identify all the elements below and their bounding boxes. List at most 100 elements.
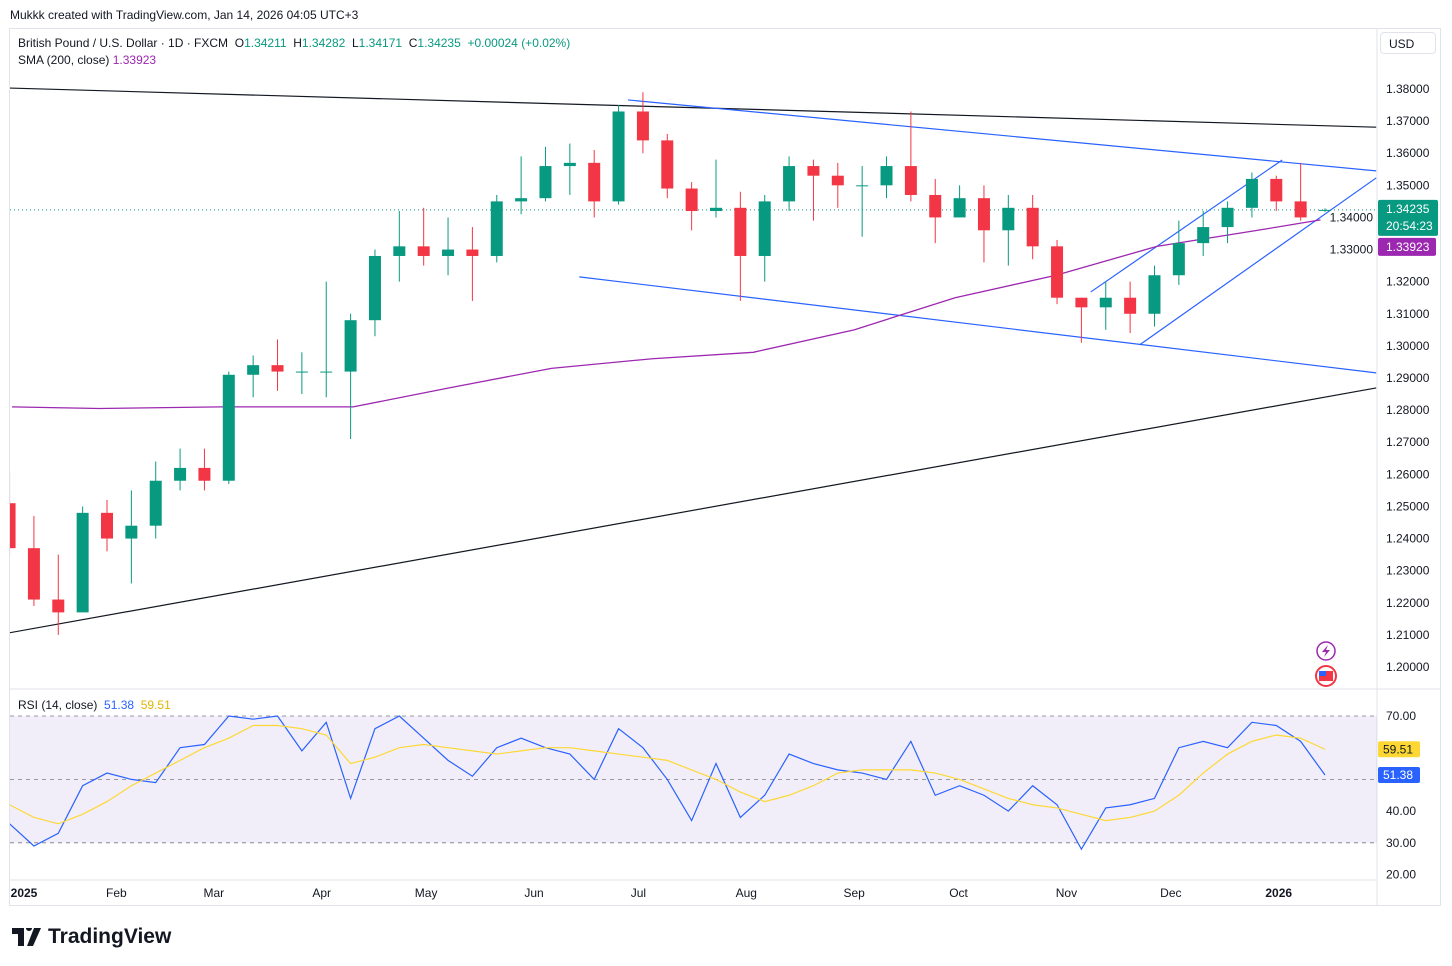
close-label: C [408,36,418,50]
time-tick-label: May [415,886,438,900]
change-value: +0.00024 (+0.02%) [467,36,571,50]
candle-body [52,599,65,613]
candle-body [368,255,381,321]
candle-body [1099,297,1112,308]
candle-body [710,207,722,212]
sma-label[interactable]: SMA (200, close) [18,53,110,67]
candle-body [977,198,990,231]
time-tick-label: Mar [204,886,225,900]
chart-credit: Mukkk created with TradingView.com, Jan … [10,8,359,22]
candle-body [904,166,917,195]
candle-body [27,548,40,600]
candle-body [320,371,333,373]
rsi-badge [1378,767,1420,784]
candle-body [831,175,844,186]
sma-value: 1.33923 [112,53,157,67]
rsi-badge-label: 51.38 [1383,768,1413,782]
price-tick-label: 1.27000 [1386,435,1430,449]
tradingview-logo[interactable]: TradingView [12,925,171,949]
currency-selector[interactable]: USD [1380,32,1436,54]
candle-body [1270,178,1283,202]
time-tick-label: Aug [736,886,757,900]
candle-body [442,249,455,256]
candle-body [393,246,406,256]
rising-channel-lower [1139,177,1377,346]
candle-body [1294,201,1307,218]
candle-body [685,188,698,212]
open-label: O [234,36,245,50]
price-tick-label: 1.36000 [1386,146,1430,160]
price-tick-label: 1.24000 [1386,532,1430,546]
candle-body [466,249,479,256]
low-value: 1.34171 [358,36,403,50]
rsi-ma-line [10,724,1326,825]
candle-body [1197,227,1210,244]
symbol-legend: British Pound / U.S. Dollar · 1D · FXCM … [18,35,570,69]
candle-body [661,140,674,189]
candle-body [10,503,16,549]
upper-trendline [10,87,1377,128]
symbol-name[interactable]: British Pound / U.S. Dollar · 1D · FXCM [18,36,229,50]
candle-body [953,198,966,218]
time-tick-label: 2026 [1265,886,1292,900]
tradingview-logo-icon [12,928,41,946]
candle-body [1245,178,1258,208]
price-tick-label: 1.35000 [1386,178,1430,192]
high-value: 1.34282 [301,36,346,50]
candle-body [149,480,162,526]
candle-body [417,246,430,256]
rsi-pane [10,715,1326,851]
candle-body [1002,207,1015,231]
time-tick-label: Jul [631,886,646,900]
time-tick-label: Sep [843,886,865,900]
price-tick-label: 1.37000 [1386,114,1430,128]
candle-body [880,166,893,186]
rsi-tick-label: 70.00 [1386,709,1416,723]
rsi-ma-value: 59.51 [140,698,171,712]
chart-frame [9,28,1441,906]
candle-body [1124,297,1137,314]
lightning-glyph [1322,645,1330,657]
lower-trendline [10,387,1377,634]
candle-body [1026,207,1039,247]
price-tick-label: 1.25000 [1386,499,1430,513]
rsi-tick-label: 40.00 [1386,804,1416,818]
candle-body [734,207,747,256]
price-tick-label: 1.20000 [1386,660,1430,674]
candle-body [758,201,771,256]
bar-countdown-label: 20:54:23 [1386,219,1433,233]
close-value: 1.34235 [417,36,461,50]
candle-body [271,365,284,372]
rsi-tick-label: 20.00 [1386,868,1416,882]
price-tick-label: 1.22000 [1386,596,1430,610]
time-tick-label: 2025 [11,886,38,900]
high-label: H [293,36,302,50]
price-tick-label: 1.33000 [1330,243,1374,257]
time-tick-label: Apr [312,886,331,900]
candle-body [929,194,942,218]
candle-body [1051,246,1064,298]
candle-body [636,111,649,141]
price-tick-label: 1.21000 [1386,628,1430,642]
sma-price-badge [1378,237,1436,256]
candle-body [344,320,357,372]
price-tick-label: 1.26000 [1386,467,1430,481]
price-tick-label: 1.28000 [1386,403,1430,417]
candle-body [101,512,113,539]
time-tick-label: Oct [949,886,968,900]
candle-body [807,166,820,176]
time-tick-label: Feb [106,886,127,900]
candle-body [1075,297,1088,308]
last-price-badge [1378,199,1438,236]
price-tick-label: 1.31000 [1386,307,1430,321]
rsi-value: 51.38 [104,698,135,712]
candle-body [490,201,503,256]
sma-price-label: 1.33923 [1386,240,1430,254]
time-tick-label: Jun [524,886,543,900]
candle-body [856,185,869,187]
time-tick-label: Nov [1056,886,1077,900]
price-tick-label: 1.38000 [1386,82,1430,96]
rsi-label[interactable]: RSI (14, close) [18,698,98,712]
rsi-ma-badge-label: 59.51 [1383,742,1413,756]
